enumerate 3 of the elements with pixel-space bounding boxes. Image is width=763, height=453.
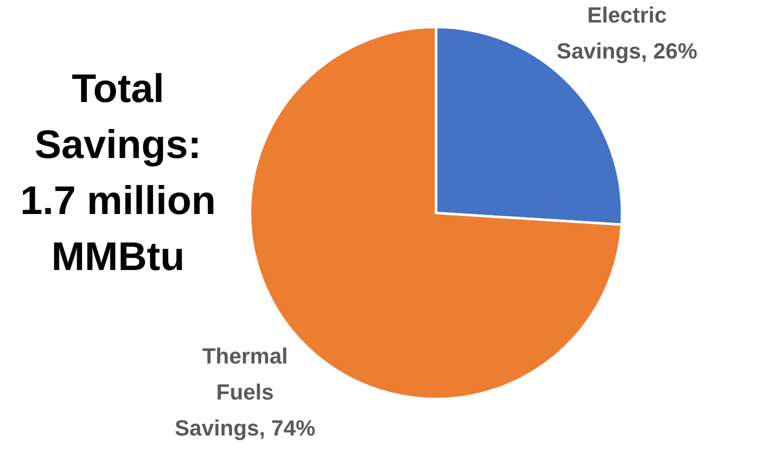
text: Total Savings: 1.7 million MMBtu: [20, 67, 216, 279]
slice-label: Electric Savings, 26%: [556, 2, 698, 64]
slice-label: Thermal Fuels Savings, 74%: [174, 343, 316, 440]
